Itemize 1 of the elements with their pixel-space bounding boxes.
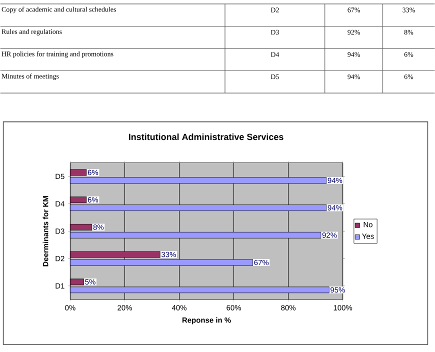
chart-title: Institutional Administrative Services — [128, 134, 284, 140]
